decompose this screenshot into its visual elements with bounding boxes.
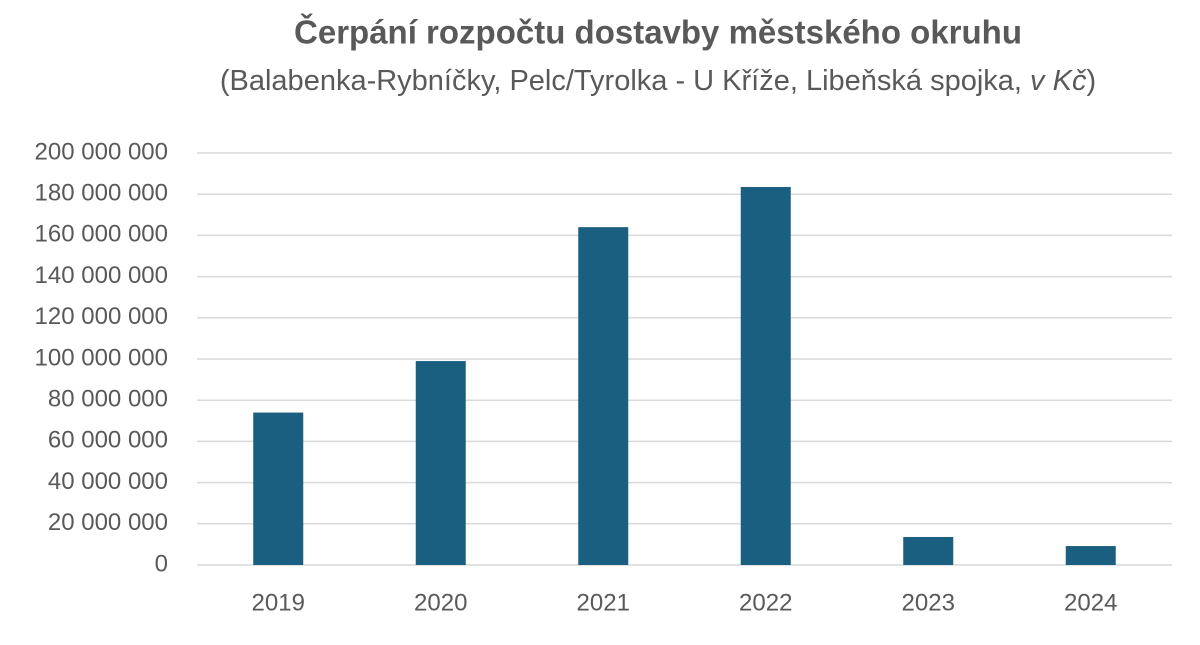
y-tick-label: 40 000 000 xyxy=(48,468,168,495)
subtitle-part: (Balabenka-Rybníčky, Pelc/Tyrolka - U Kř… xyxy=(220,65,1030,97)
y-tick-label: 80 000 000 xyxy=(48,386,168,413)
bar xyxy=(903,536,954,565)
subtitle-part: v Kč xyxy=(1030,65,1087,97)
bar xyxy=(415,361,466,565)
y-tick-label: 0 xyxy=(155,550,168,577)
y-tick-label: 180 000 000 xyxy=(35,180,168,207)
bar xyxy=(1065,546,1116,565)
y-tick-label: 160 000 000 xyxy=(35,221,168,248)
y-tick-label: 100 000 000 xyxy=(35,344,168,371)
x-tick-label: 2023 xyxy=(902,589,955,616)
x-tick-label: 2021 xyxy=(577,589,630,616)
bar xyxy=(578,227,629,565)
chart-title: Čerpání rozpočtu dostavby městského okru… xyxy=(294,13,1022,51)
y-tick-label: 20 000 000 xyxy=(48,509,168,536)
x-tick-label: 2024 xyxy=(1064,589,1117,616)
y-tick-label: 140 000 000 xyxy=(35,262,168,289)
chart-subtitle: (Balabenka-Rybníčky, Pelc/Tyrolka - U Kř… xyxy=(220,65,1096,97)
x-tick-label: 2019 xyxy=(252,589,305,616)
y-tick-label: 120 000 000 xyxy=(35,303,168,330)
subtitle-part: ) xyxy=(1086,65,1096,97)
y-tick-label: 200 000 000 xyxy=(35,138,168,165)
bar xyxy=(253,412,304,565)
x-tick-label: 2020 xyxy=(414,589,467,616)
bar xyxy=(740,186,791,566)
y-tick-label: 60 000 000 xyxy=(48,427,168,454)
x-tick-label: 2022 xyxy=(739,589,792,616)
